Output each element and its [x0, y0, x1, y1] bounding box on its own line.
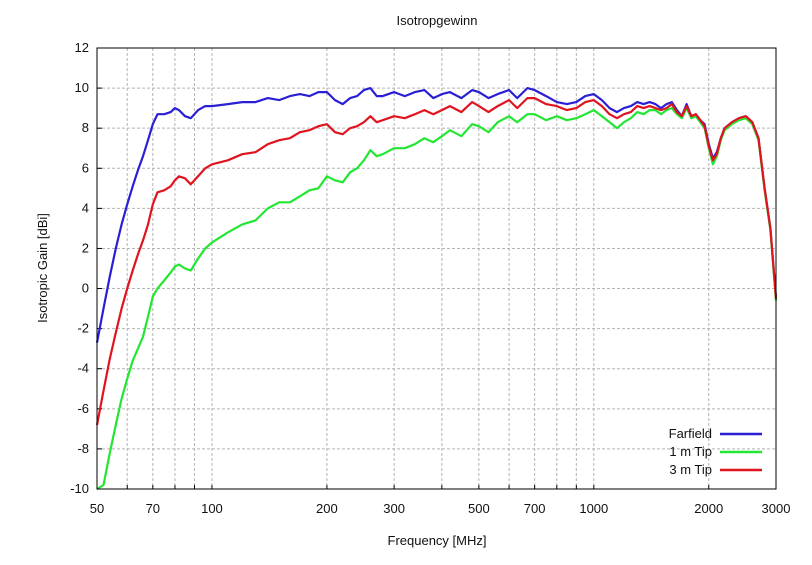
legend-label: 1 m Tip [669, 444, 712, 459]
y-tick-label: 0 [82, 281, 89, 296]
legend-label: 3 m Tip [669, 462, 712, 477]
series-lines [95, 86, 778, 490]
y-tick-label: 2 [82, 240, 89, 255]
y-tick-label: 12 [75, 40, 89, 55]
x-tick-label: 50 [90, 501, 104, 516]
x-tick-label: 700 [524, 501, 546, 516]
y-tick-label: 8 [82, 120, 89, 135]
x-tick-label: 500 [468, 501, 490, 516]
x-tick-label: 3000 [762, 501, 791, 516]
y-tick-label: -4 [77, 361, 89, 376]
x-tick-label: 70 [146, 501, 160, 516]
x-tick-label: 100 [201, 501, 223, 516]
legend-label: Farfield [669, 426, 712, 441]
y-axis-label: Isotropic Gain [dBi] [35, 213, 50, 323]
y-tick-label: 6 [82, 160, 89, 175]
x-tick-label: 1000 [579, 501, 608, 516]
x-tick-label: 2000 [694, 501, 723, 516]
y-tick-label: 4 [82, 200, 89, 215]
y-tick-label: -6 [77, 401, 89, 416]
x-tick-label: 300 [383, 501, 405, 516]
y-tick-label: -8 [77, 441, 89, 456]
y-tick-label: -2 [77, 321, 89, 336]
series-line-3-m-tip [95, 96, 778, 426]
y-tick-label: -10 [70, 481, 89, 496]
plot-frame [96, 47, 777, 490]
axis-ticks: -10 -8 -6 -4 -2 0 2 4 6 8 10 12 50 70 100 200 300 500 700 1… [70, 40, 790, 516]
chart-title: Isotropgewinn [397, 13, 478, 28]
legend: Farfield 1 m Tip 3 m Tip [669, 426, 762, 477]
x-tick-label: 200 [316, 501, 338, 516]
x-axis-label: Frequency [MHz] [388, 533, 487, 548]
series-line-1-m-tip [96, 106, 778, 490]
y-tick-label: 10 [75, 80, 89, 95]
